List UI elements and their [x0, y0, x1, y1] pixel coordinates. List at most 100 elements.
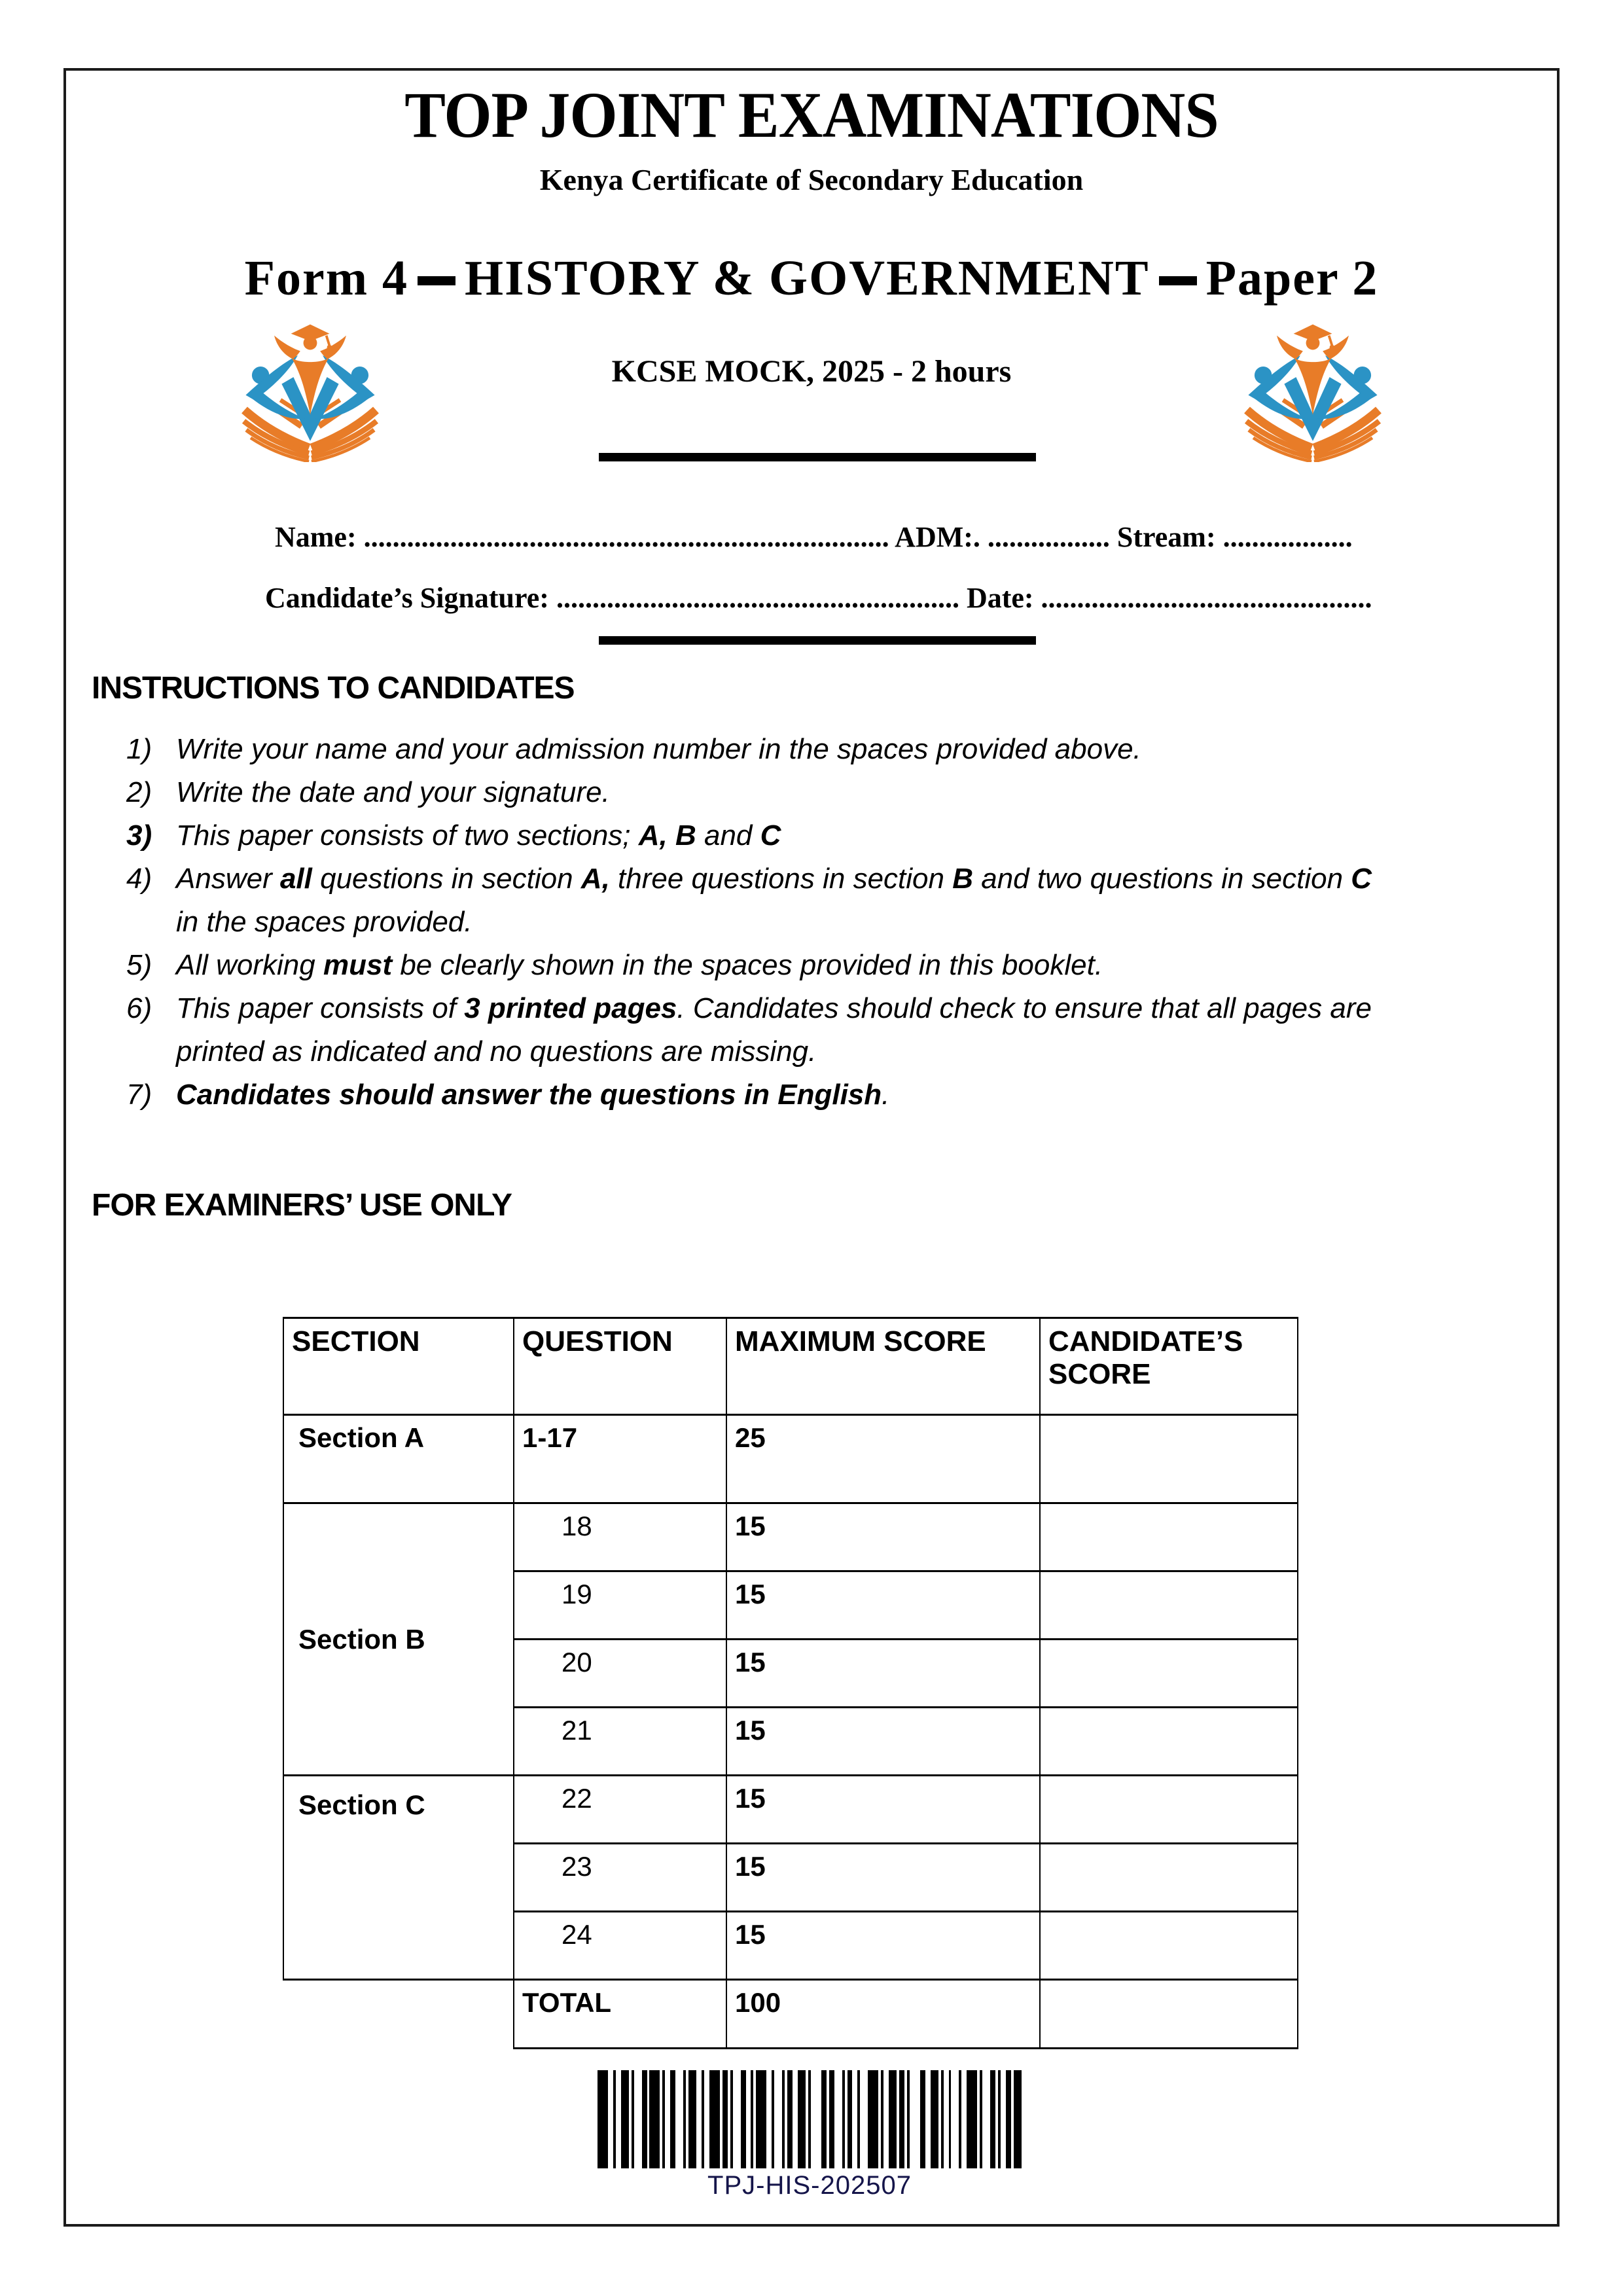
barcode-bar: [740, 2070, 746, 2168]
table-row: 20 15: [283, 1638, 1298, 1708]
empty-cell: [283, 1979, 514, 2049]
barcode-bar: [641, 2070, 647, 2168]
barcode-gap: [647, 2070, 650, 2168]
table-row: 19 15: [283, 1570, 1298, 1640]
barcode-bar: [808, 2070, 811, 2168]
instruction-item: 4) Answer all questions in section A, th…: [126, 857, 1540, 944]
barcode-label: TPJ-HIS-202507: [707, 2171, 912, 2200]
barcode-gap: [938, 2070, 941, 2168]
barcode-gap: [660, 2070, 663, 2168]
barcode-gap: [696, 2070, 702, 2168]
instruction-number: 5): [126, 949, 152, 981]
barcode-gap: [943, 2070, 949, 2168]
question-cell: 20: [513, 1638, 727, 1708]
barcode-bar: [730, 2070, 733, 2168]
barcode-bar: [649, 2070, 660, 2168]
barcode-gap: [897, 2070, 899, 2168]
table-row: Section A 1-17 25: [283, 1414, 1298, 1504]
total-label-cell: TOTAL: [513, 1979, 727, 2049]
school-logo-left: [236, 319, 385, 463]
instruction-text: Candidates should answer the questions i…: [176, 1079, 890, 1111]
col-header-section: SECTION: [283, 1317, 514, 1416]
candidate-score-cell: [1039, 1842, 1298, 1912]
subject-name: HISTORY & GOVERNMENT: [465, 251, 1150, 306]
col-header-question: QUESTION: [513, 1317, 727, 1416]
barcode-bar: [868, 2070, 879, 2168]
certificate-subtitle: Kenya Certificate of Secondary Education: [539, 163, 1084, 196]
barcode-gap: [878, 2070, 882, 2168]
barcode-gap: [1010, 2070, 1014, 2168]
candidate-score-cell: [1039, 1774, 1298, 1844]
barcode-block: TPJ-HIS-202507: [597, 2070, 1022, 2200]
barcode-gap: [665, 2070, 671, 2168]
barcode-bar: [688, 2070, 697, 2168]
barcode-gap: [961, 2070, 967, 2168]
barcode: [597, 2070, 1022, 2168]
candidate-score-cell: [1039, 1706, 1298, 1776]
barcode-bar: [990, 2070, 996, 2168]
table-row: 23 15: [283, 1842, 1298, 1912]
instruction-text: Write the date and your signature.: [176, 776, 610, 808]
candidate-score-cell: [1039, 1910, 1298, 1981]
exam-session-line: KCSE MOCK, 2025 - 2 hours: [611, 354, 1012, 389]
instruction-number: 4): [126, 863, 152, 895]
instruction-item: 5) All working must be clearly shown in …: [126, 944, 1540, 987]
barcode-bar: [772, 2070, 775, 2168]
name-adm-stream-line: Name: ..................................…: [275, 521, 1353, 553]
candidate-score-cell: [1039, 1502, 1298, 1572]
barcode-bar: [959, 2070, 962, 2168]
barcode-bar: [1013, 2070, 1022, 2168]
barcode-gap: [904, 2070, 907, 2168]
max-score-cell: 15: [726, 1638, 1041, 1708]
barcode-gap: [826, 2070, 829, 2168]
school-logo-graphic: [1244, 324, 1382, 463]
table-row: 24 15: [283, 1910, 1298, 1981]
question-cell: 23: [513, 1842, 727, 1912]
barcode-bar: [899, 2070, 904, 2168]
instruction-text: This paper consists of two sections; A, …: [176, 819, 781, 852]
barcode-gap: [977, 2070, 980, 2168]
instruction-item: 3) This paper consists of two sections; …: [126, 814, 1540, 857]
max-score-cell: 15: [726, 1570, 1041, 1640]
barcode-bar: [889, 2070, 897, 2168]
question-cell: 24: [513, 1910, 727, 1981]
dash-separator: [418, 276, 456, 285]
question-cell: 19: [513, 1570, 727, 1640]
instruction-number: 1): [126, 733, 152, 765]
barcode-bar: [881, 2070, 884, 2168]
barcode-gap: [995, 2070, 999, 2168]
paper-title-line: Form 4 HISTORY & GOVERNMENT Paper 2: [0, 250, 1623, 307]
max-score-cell: 15: [726, 1774, 1041, 1844]
total-score-cell: 100: [726, 1979, 1041, 2049]
divider-rule-bottom: [599, 636, 1036, 645]
barcode-bar: [751, 2070, 754, 2168]
barcode-gap: [805, 2070, 808, 2168]
barcode-bar: [821, 2070, 827, 2168]
barcode-bar: [998, 2070, 1001, 2168]
barcode-gap: [686, 2070, 689, 2168]
col-header-candidate-score: CANDIDATE’S SCORE: [1039, 1317, 1298, 1416]
candidate-score-cell: [1039, 1979, 1298, 2049]
barcode-bar: [948, 2070, 952, 2168]
section-b-cell: Section B: [283, 1502, 514, 1776]
barcode-gap: [766, 2070, 772, 2168]
barcode-bar: [967, 2070, 978, 2168]
max-score-cell: 25: [726, 1414, 1041, 1504]
barcode-gap: [982, 2070, 991, 2168]
barcode-bar: [1005, 2070, 1011, 2168]
barcode-bar: [683, 2070, 687, 2168]
barcode-gap: [675, 2070, 684, 2168]
barcode-bar: [620, 2070, 629, 2168]
barcode-bar: [798, 2070, 806, 2168]
candidate-score-cell: [1039, 1638, 1298, 1708]
barcode-gap: [615, 2070, 621, 2168]
table-row: 21 15: [283, 1706, 1298, 1776]
max-score-cell: 15: [726, 1502, 1041, 1572]
table-total-row: TOTAL 100: [283, 1979, 1298, 2049]
barcode-gap: [727, 2070, 730, 2168]
candidate-score-cell: [1039, 1570, 1298, 1640]
max-score-cell: 15: [726, 1706, 1041, 1776]
barcode-bar: [756, 2070, 767, 2168]
divider-rule-top: [599, 453, 1036, 461]
instruction-text: Write your name and your admission numbe…: [176, 733, 1141, 765]
